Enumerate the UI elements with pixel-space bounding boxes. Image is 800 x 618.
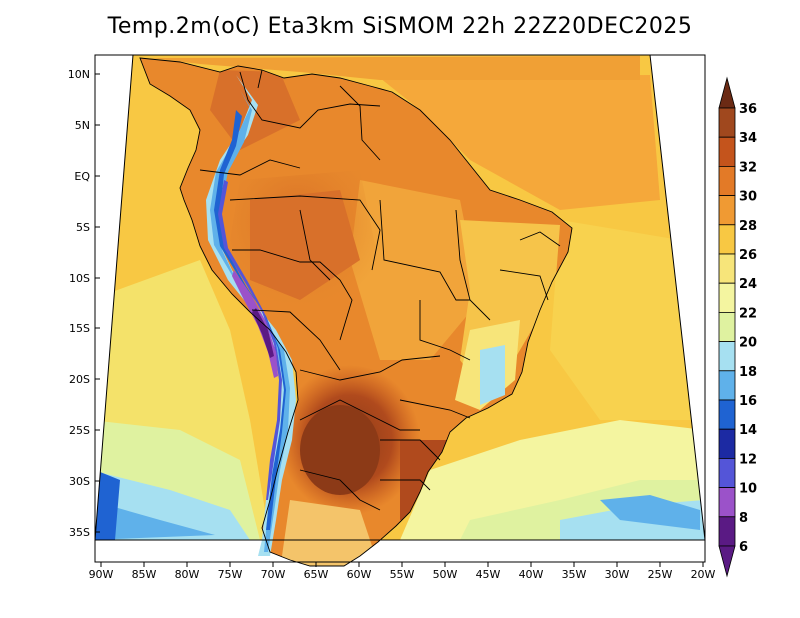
lat-tick-label: 5N <box>75 119 90 132</box>
lon-tick-label: 60W <box>347 568 372 581</box>
lat-axis: 10N 5N EQ 5S 10S 15S 20S 25S 30S 35S <box>68 68 100 539</box>
lon-axis: 90W 85W 80W 75W 70W 65W 60W 55W 50W 45W … <box>89 562 716 581</box>
colorbar-label: 24 <box>739 277 757 292</box>
lat-tick-label: 30S <box>69 475 90 488</box>
colorbar-segment <box>718 428 736 459</box>
colorbar-label: 32 <box>739 160 757 175</box>
colorbar-label: 34 <box>739 131 757 146</box>
colorbar-segment <box>718 253 736 284</box>
colorbar-segment <box>718 282 736 313</box>
colorbar-segment <box>718 311 736 342</box>
colorbar-segment <box>718 165 736 196</box>
map-title: Temp.2m(oC) Eta3km SiSMOM 22h 22Z20DEC20… <box>107 14 693 39</box>
colorbar-label: 16 <box>739 394 757 409</box>
lon-tick-label: 45W <box>476 568 501 581</box>
colorbar-label: 10 <box>739 482 757 497</box>
colorbar-label: 22 <box>739 306 757 321</box>
lat-tick-label: 10S <box>69 272 90 285</box>
andes-cold-ridge <box>206 75 296 556</box>
lon-tick-label: 40W <box>519 568 544 581</box>
political-borders <box>139 57 573 567</box>
lon-tick-label: 85W <box>132 568 157 581</box>
lon-tick-label: 65W <box>304 568 329 581</box>
lon-tick-label: 20W <box>691 568 716 581</box>
lat-tick-label: 10N <box>68 68 90 81</box>
colorbar-label: 18 <box>739 365 757 380</box>
colorbar: 36 34 32 30 28 26 24 22 20 18 16 14 12 10 8 6 <box>718 76 757 578</box>
lat-tick-label: EQ <box>74 170 90 183</box>
colorbar-label: 8 <box>739 511 748 526</box>
colorbar-segment <box>718 487 736 518</box>
lat-tick-label: 35S <box>69 526 90 539</box>
lon-tick-label: 80W <box>175 568 200 581</box>
lat-tick-label: 20S <box>69 373 90 386</box>
colorbar-label: 14 <box>739 423 757 438</box>
colorbar-label: 30 <box>739 190 757 205</box>
colorbar-segment <box>718 341 736 372</box>
lon-tick-label: 50W <box>433 568 458 581</box>
lon-tick-label: 30W <box>605 568 630 581</box>
colorbar-label: 28 <box>739 219 757 234</box>
colorbar-label: 12 <box>739 452 757 467</box>
lat-tick-label: 15S <box>69 322 90 335</box>
colorbar-segment <box>718 516 736 547</box>
lat-tick-label: 25S <box>69 424 90 437</box>
colorbar-segment <box>718 136 736 167</box>
lat-tick-label: 5S <box>76 221 90 234</box>
colorbar-top-arrow <box>718 76 736 109</box>
lon-tick-label: 25W <box>648 568 673 581</box>
lon-tick-label: 55W <box>390 568 415 581</box>
lon-tick-label: 70W <box>261 568 286 581</box>
colorbar-segment <box>718 195 736 226</box>
colorbar-label: 36 <box>739 102 757 117</box>
colorbar-segment <box>718 107 736 138</box>
colorbar-segment <box>718 399 736 430</box>
lon-tick-label: 75W <box>218 568 243 581</box>
lon-tick-label: 90W <box>89 568 114 581</box>
colorbar-label: 6 <box>739 540 748 555</box>
colorbar-segment <box>718 457 736 488</box>
plot-frame <box>94 54 706 563</box>
colorbar-label: 26 <box>739 248 757 263</box>
colorbar-segment <box>718 224 736 255</box>
colorbar-bottom-arrow <box>718 545 736 578</box>
colorbar-label: 20 <box>739 336 757 351</box>
colorbar-segment <box>718 370 736 401</box>
lon-tick-label: 35W <box>562 568 587 581</box>
